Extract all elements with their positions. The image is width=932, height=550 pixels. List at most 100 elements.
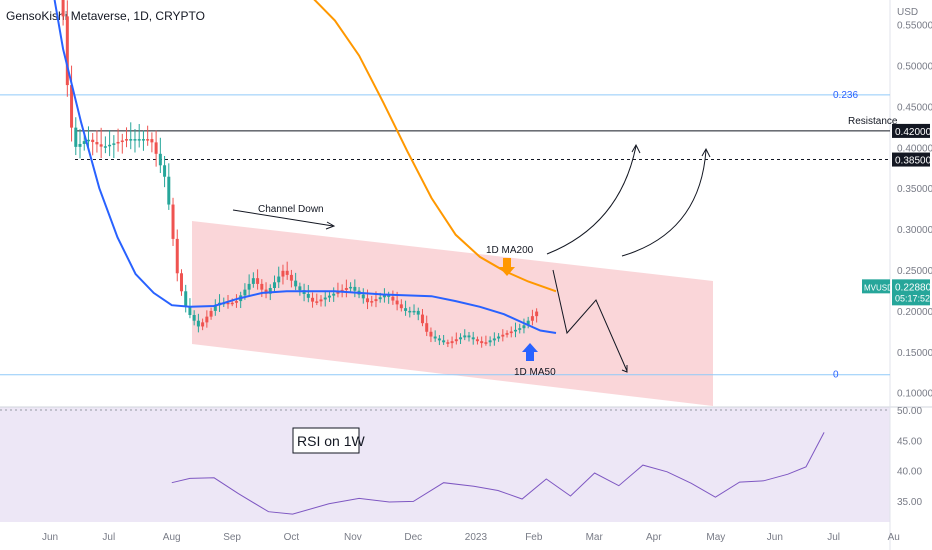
current-price-badge — [892, 279, 930, 306]
candle-body — [281, 270, 285, 277]
time-tick-label: Mar — [586, 532, 604, 543]
price-tick-label: 0.45000 — [897, 102, 932, 113]
candle-body — [65, 16, 69, 86]
candle-body — [289, 274, 293, 281]
candle-body — [370, 301, 374, 303]
channel-arrow-head — [325, 221, 336, 230]
candle-body — [429, 331, 433, 337]
candle-body — [361, 294, 365, 299]
price-tick-label: 0.40000 — [897, 143, 932, 154]
projection-arrow-up-1 — [546, 145, 637, 255]
candle-body — [450, 341, 454, 344]
candle-body — [103, 146, 107, 148]
price-tick-label: 0.50000 — [897, 61, 932, 72]
candle-body — [277, 276, 281, 283]
price-tick-label: 0.25000 — [897, 266, 932, 277]
countdown-text: 05:17:52 — [895, 293, 930, 303]
level-price-tag-text: 0.42000 — [895, 127, 932, 138]
candle-body — [251, 278, 255, 284]
time-tick-label: Au — [888, 532, 900, 543]
candle-body — [298, 286, 302, 291]
ma200-arrow — [499, 258, 515, 276]
candle-body — [260, 283, 264, 290]
candle-body — [399, 304, 403, 309]
candle-body — [243, 289, 247, 296]
candle-body — [179, 273, 183, 292]
candle-body — [387, 295, 391, 297]
rsi-pane-background — [0, 407, 890, 522]
projection-arrow-up-2 — [621, 149, 707, 257]
projection-path-down — [552, 269, 628, 372]
candle-body — [78, 144, 82, 147]
candle-body — [366, 298, 370, 303]
candle-body — [425, 323, 429, 332]
candle-body — [91, 139, 95, 143]
fib-level-label: 0.236 — [833, 90, 858, 101]
candle-body — [509, 331, 513, 334]
candle-body — [137, 139, 141, 141]
time-tick-label: Jul — [102, 532, 115, 543]
rsi-label-box — [292, 427, 360, 454]
candle-body — [497, 336, 501, 339]
candle-body — [442, 340, 446, 343]
ma50-arrow — [522, 343, 538, 361]
candle-body — [475, 339, 479, 342]
candle-body — [437, 338, 441, 341]
candle-body — [319, 299, 323, 302]
current-price-text: 0.22880 — [895, 282, 932, 293]
candle-body — [492, 338, 496, 341]
candle-body — [395, 300, 399, 305]
price-tick-label: 0.10000 — [897, 389, 932, 400]
candle-body — [273, 282, 276, 288]
candle-body — [323, 297, 327, 300]
candle-body — [530, 316, 534, 321]
candle-body — [167, 176, 171, 205]
rsi-tick-label: 45.00 — [897, 436, 922, 447]
candle-body — [61, 0, 65, 17]
candle-body — [226, 302, 230, 305]
candle-body — [518, 328, 522, 330]
candle-body — [108, 144, 112, 147]
candle-body — [82, 141, 86, 144]
candle-body — [505, 333, 509, 335]
candle-body — [327, 295, 331, 298]
candle-body — [247, 283, 251, 290]
candle-body — [526, 320, 530, 326]
candle-body — [480, 341, 484, 344]
level-price-tag — [892, 152, 930, 167]
candle-body — [234, 301, 238, 303]
candle-body — [158, 153, 162, 166]
candle-body — [209, 310, 213, 317]
candle-body — [201, 322, 205, 327]
candle-body — [412, 310, 416, 313]
channel-down-area — [192, 221, 713, 406]
candle-body — [353, 286, 357, 291]
candle-body — [196, 320, 200, 327]
time-tick-label: Dec — [404, 532, 422, 543]
symbol-badge-text: MVUSD — [864, 283, 893, 292]
candle-body — [374, 299, 378, 302]
resistance-label: Resistance — [848, 116, 898, 127]
candle-body — [463, 335, 467, 338]
candle-body — [433, 336, 437, 339]
candle-body — [256, 278, 260, 284]
candle-body — [95, 142, 99, 145]
candle-body — [391, 296, 395, 301]
candle-body — [420, 314, 424, 324]
level-price-tag — [892, 123, 930, 138]
candle-body — [459, 337, 463, 340]
ma200-line — [313, 0, 557, 293]
time-tick-label: 2023 — [465, 532, 488, 543]
candle-body — [416, 310, 420, 315]
rsi-tick-label: 35.00 — [897, 497, 922, 508]
candle-body — [522, 325, 526, 329]
rsi-tick-label: 50.00 — [897, 406, 922, 417]
candle-body — [112, 143, 116, 145]
candle-body — [332, 293, 336, 296]
candle-body — [454, 339, 458, 342]
arrow-head — [631, 143, 641, 154]
symbol-badge — [862, 279, 890, 294]
ma50-label: 1D MA50 — [514, 367, 556, 378]
candle-body — [349, 286, 353, 289]
